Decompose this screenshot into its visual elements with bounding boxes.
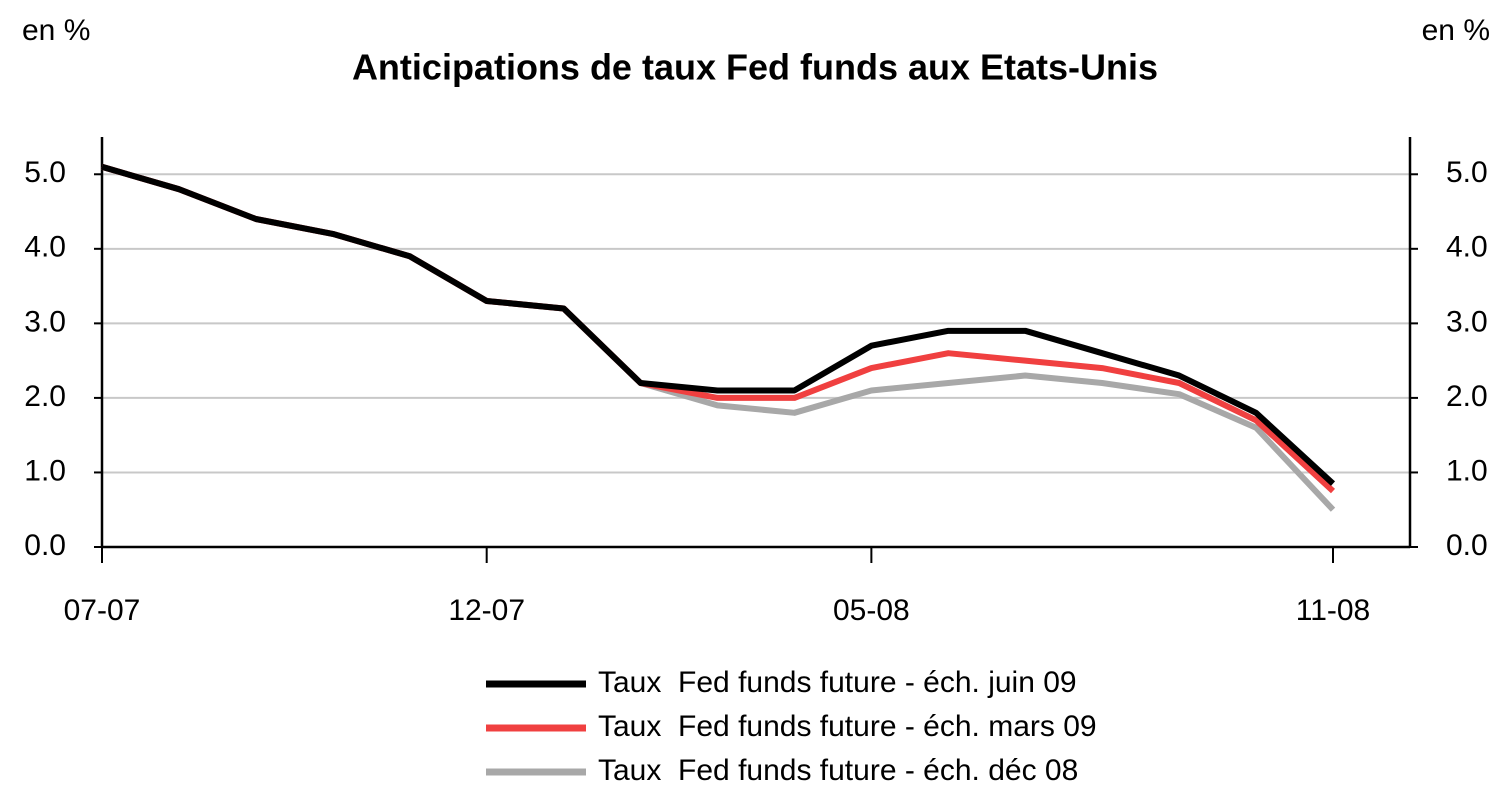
chart-title: Anticipations de taux Fed funds aux Etat…	[352, 47, 1158, 88]
y2-tick-label: 1.0	[1446, 454, 1488, 487]
y-tick-label: 0.0	[24, 529, 66, 562]
y-tick-label: 5.0	[24, 156, 66, 189]
legend-label: Taux Fed funds future - éch. mars 09	[598, 710, 1097, 743]
series-line	[101, 163, 1336, 494]
y2-tick-label: 3.0	[1446, 305, 1488, 338]
x-tick-label: 05-08	[833, 594, 910, 627]
y2-tick-label: 0.0	[1446, 529, 1488, 562]
y-axis-label: en %	[22, 14, 90, 47]
legend-label: Taux Fed funds future - éch. juin 09	[598, 666, 1077, 699]
x-tick-label: 11-08	[1296, 594, 1371, 627]
y2-axis-label: en %	[1422, 14, 1490, 47]
y2-tick-label: 5.0	[1446, 156, 1488, 189]
y-tick-label: 3.0	[24, 305, 66, 338]
legend-label: Taux Fed funds future - éch. déc 08	[598, 754, 1078, 787]
y-tick-label: 1.0	[24, 454, 66, 487]
series-line	[101, 163, 1336, 486]
x-tick-label: 12-07	[448, 594, 525, 627]
y2-tick-label: 2.0	[1446, 380, 1488, 413]
series-line	[101, 163, 1336, 512]
y2-tick-label: 4.0	[1446, 231, 1488, 264]
y-tick-label: 2.0	[24, 380, 66, 413]
x-tick-label: 07-07	[64, 594, 141, 627]
y-tick-label: 4.0	[24, 231, 66, 264]
